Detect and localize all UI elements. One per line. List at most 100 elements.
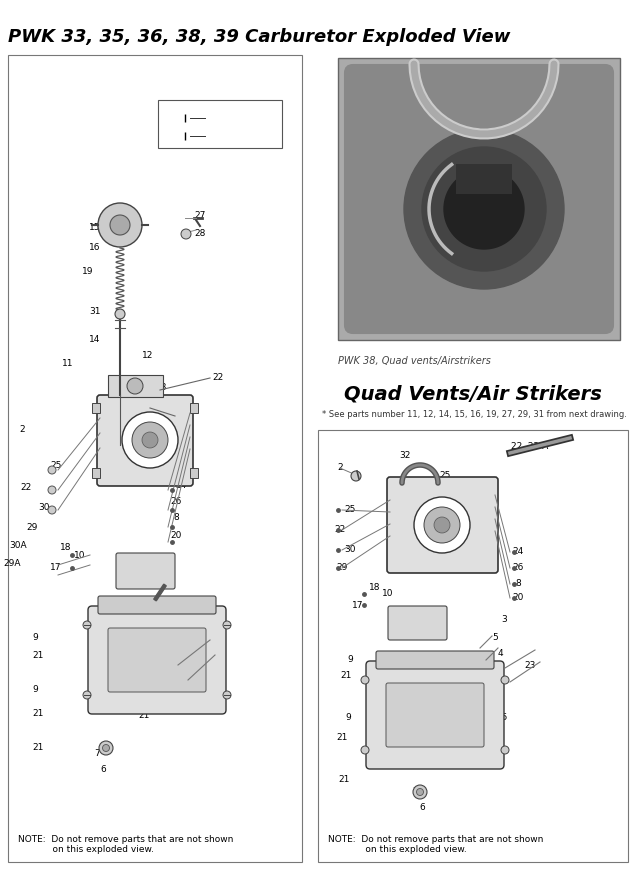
Text: 10: 10 (74, 551, 86, 560)
Circle shape (351, 471, 361, 481)
Text: 9: 9 (32, 633, 38, 642)
Circle shape (181, 229, 191, 239)
Text: 6: 6 (100, 765, 106, 774)
Text: 28: 28 (195, 229, 205, 238)
Text: 7: 7 (94, 748, 100, 757)
Text: 22, 22-A: 22, 22-A (511, 441, 549, 450)
Text: 18: 18 (370, 582, 381, 592)
Text: PWK 38, Quad vents/Airstrikers: PWK 38, Quad vents/Airstrikers (338, 356, 491, 366)
Text: 14: 14 (89, 336, 100, 344)
Circle shape (122, 412, 178, 468)
Circle shape (413, 785, 427, 799)
Text: 30: 30 (38, 503, 50, 512)
FancyBboxPatch shape (386, 683, 484, 747)
Text: 8: 8 (173, 514, 179, 522)
Text: 9: 9 (347, 656, 353, 665)
Circle shape (98, 203, 142, 247)
FancyBboxPatch shape (345, 65, 613, 333)
Text: 32: 32 (399, 451, 411, 460)
Bar (158, 100, 282, 148)
Circle shape (102, 745, 109, 751)
Text: 25: 25 (176, 409, 188, 417)
Text: 28 A: 28 A (210, 131, 235, 141)
FancyBboxPatch shape (97, 395, 193, 486)
FancyBboxPatch shape (108, 628, 206, 692)
Bar (92, 403, 100, 413)
Circle shape (361, 746, 369, 754)
Circle shape (361, 676, 369, 684)
Text: 29A: 29A (3, 559, 21, 568)
Text: 21: 21 (338, 775, 350, 784)
Text: 11: 11 (62, 360, 74, 368)
Circle shape (422, 147, 546, 271)
Text: 26: 26 (170, 498, 182, 506)
Text: 24: 24 (513, 547, 523, 556)
Text: 9: 9 (345, 714, 351, 723)
Circle shape (115, 309, 125, 319)
Text: 31: 31 (89, 308, 100, 317)
Text: 21: 21 (32, 709, 44, 718)
Circle shape (83, 621, 91, 629)
Text: PWK 33, 35, 36, 38, 39 Carburetor Exploded View: PWK 33, 35, 36, 38, 39 Carburetor Explod… (8, 28, 510, 46)
Bar (108, 375, 163, 397)
Circle shape (501, 676, 509, 684)
FancyArrow shape (154, 584, 166, 601)
Text: 25: 25 (148, 695, 159, 705)
Text: 22: 22 (212, 374, 224, 383)
Text: Quad Vents/Air Strikers: Quad Vents/Air Strikers (344, 385, 602, 404)
FancyBboxPatch shape (88, 606, 226, 714)
Text: 20: 20 (170, 530, 182, 539)
Text: 30A: 30A (9, 540, 27, 549)
Text: 22: 22 (335, 525, 345, 535)
Circle shape (501, 746, 509, 754)
Circle shape (99, 741, 113, 755)
Text: 21: 21 (32, 651, 44, 659)
Text: 21: 21 (138, 710, 149, 719)
Text: 24: 24 (176, 481, 186, 490)
Text: 21: 21 (32, 743, 44, 753)
Text: 7: 7 (412, 788, 418, 797)
Text: 2: 2 (19, 425, 25, 434)
Text: 2: 2 (337, 464, 343, 473)
Circle shape (434, 517, 450, 533)
Text: 10: 10 (382, 589, 394, 598)
Text: 18: 18 (60, 544, 72, 553)
Text: 17: 17 (352, 601, 364, 610)
Text: 27: 27 (195, 211, 205, 220)
Text: 3: 3 (143, 573, 149, 582)
Text: 29: 29 (336, 563, 348, 572)
FancyBboxPatch shape (376, 651, 494, 669)
Text: 15: 15 (89, 223, 100, 232)
Circle shape (48, 506, 56, 514)
Text: 9: 9 (32, 685, 38, 694)
Text: 8: 8 (515, 579, 521, 588)
FancyBboxPatch shape (388, 606, 447, 640)
Text: 3: 3 (501, 616, 507, 625)
Text: 12: 12 (142, 351, 154, 360)
Circle shape (48, 466, 56, 474)
Text: 16: 16 (89, 242, 100, 252)
Text: 23: 23 (524, 660, 536, 669)
Text: 26: 26 (513, 563, 523, 572)
Text: 30: 30 (344, 546, 356, 554)
Bar (92, 468, 100, 478)
Text: 4: 4 (497, 650, 503, 659)
Text: 21: 21 (487, 732, 498, 740)
Text: 6: 6 (419, 804, 425, 813)
Text: 13: 13 (156, 384, 168, 392)
Text: * See parts number 11, 12, 14, 15, 16, 19, 27, 29, 31 from next drawing.: * See parts number 11, 12, 14, 15, 16, 1… (322, 410, 627, 419)
Circle shape (142, 432, 158, 448)
Text: 25: 25 (439, 472, 451, 481)
Text: 4: 4 (150, 637, 156, 646)
Text: 23: 23 (198, 656, 210, 665)
Circle shape (417, 789, 424, 796)
Bar (456, 164, 512, 194)
Text: 25: 25 (496, 714, 508, 723)
Text: 17: 17 (50, 563, 62, 572)
Bar (190, 468, 198, 478)
Text: 25: 25 (50, 460, 62, 470)
Text: 21: 21 (340, 671, 352, 681)
Bar (318, 430, 628, 862)
Circle shape (414, 497, 470, 553)
Text: 27 A: 27 A (210, 113, 235, 123)
